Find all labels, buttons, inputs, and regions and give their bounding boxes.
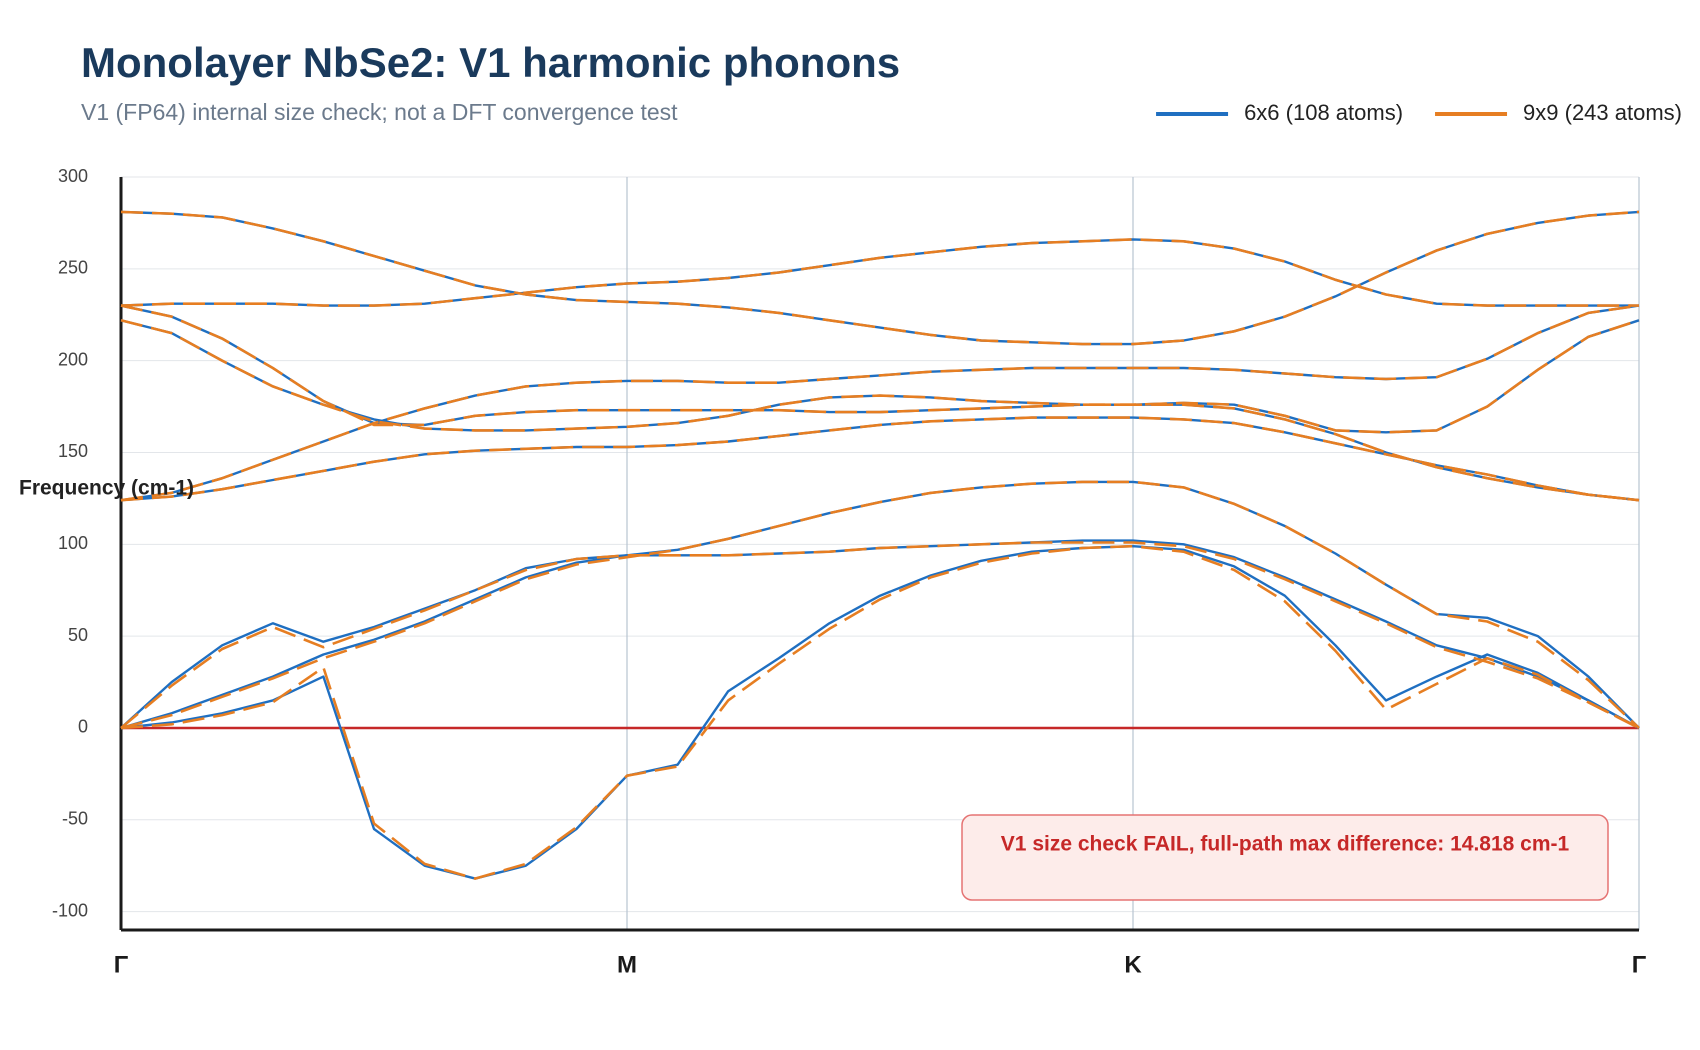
chart-title: Monolayer NbSe2: V1 harmonic phonons	[81, 39, 900, 86]
x-tick-label: M	[617, 951, 637, 978]
y-tick-label: 300	[58, 166, 88, 186]
legend-label: 9x9 (243 atoms)	[1523, 100, 1682, 125]
band-line	[120, 304, 1640, 502]
y-tick-label: 50	[68, 625, 88, 645]
band-line	[120, 210, 1640, 346]
y-tick-label: 200	[58, 349, 88, 369]
band-line	[120, 319, 1640, 502]
x-tick-label: Γ	[114, 951, 129, 978]
plot-area: -100 -50 0 50 100 150 200 250 300 Γ M K Γ	[52, 166, 1647, 979]
legend-label: 6x6 (108 atoms)	[1244, 100, 1403, 125]
band-line	[120, 416, 1640, 502]
band-line	[120, 319, 1640, 502]
band-line	[120, 539, 1640, 730]
chart-subtitle: V1 (FP64) internal size check; not a DFT…	[81, 99, 678, 125]
legend: 9x9 (243 atoms) 6x6 (108 atoms)	[1156, 100, 1682, 125]
annotation: V1 size check FAIL, full-path max differ…	[1001, 833, 1570, 856]
y-tick-label: 250	[58, 258, 88, 278]
band-line	[120, 238, 1639, 307]
band-line	[120, 480, 1640, 730]
y-tick-label: -50	[62, 809, 88, 829]
x-tick-label: K	[1124, 951, 1142, 978]
band-line	[120, 304, 1640, 434]
band-line	[120, 304, 1640, 502]
band-line	[120, 541, 1640, 730]
band-line	[120, 545, 1640, 880]
x-tick-label: Γ	[1632, 951, 1647, 978]
y-tick-label: -100	[52, 900, 88, 920]
y-axis-label: Frequency (cm-1)	[19, 477, 194, 500]
band-line	[120, 544, 1640, 880]
annotation-box	[961, 814, 1609, 901]
band-line	[120, 480, 1640, 730]
y-tick-label: 150	[58, 441, 88, 461]
y-tick-label: 100	[58, 533, 88, 553]
y-tick-label: 0	[78, 717, 88, 737]
band-line	[120, 210, 1640, 346]
